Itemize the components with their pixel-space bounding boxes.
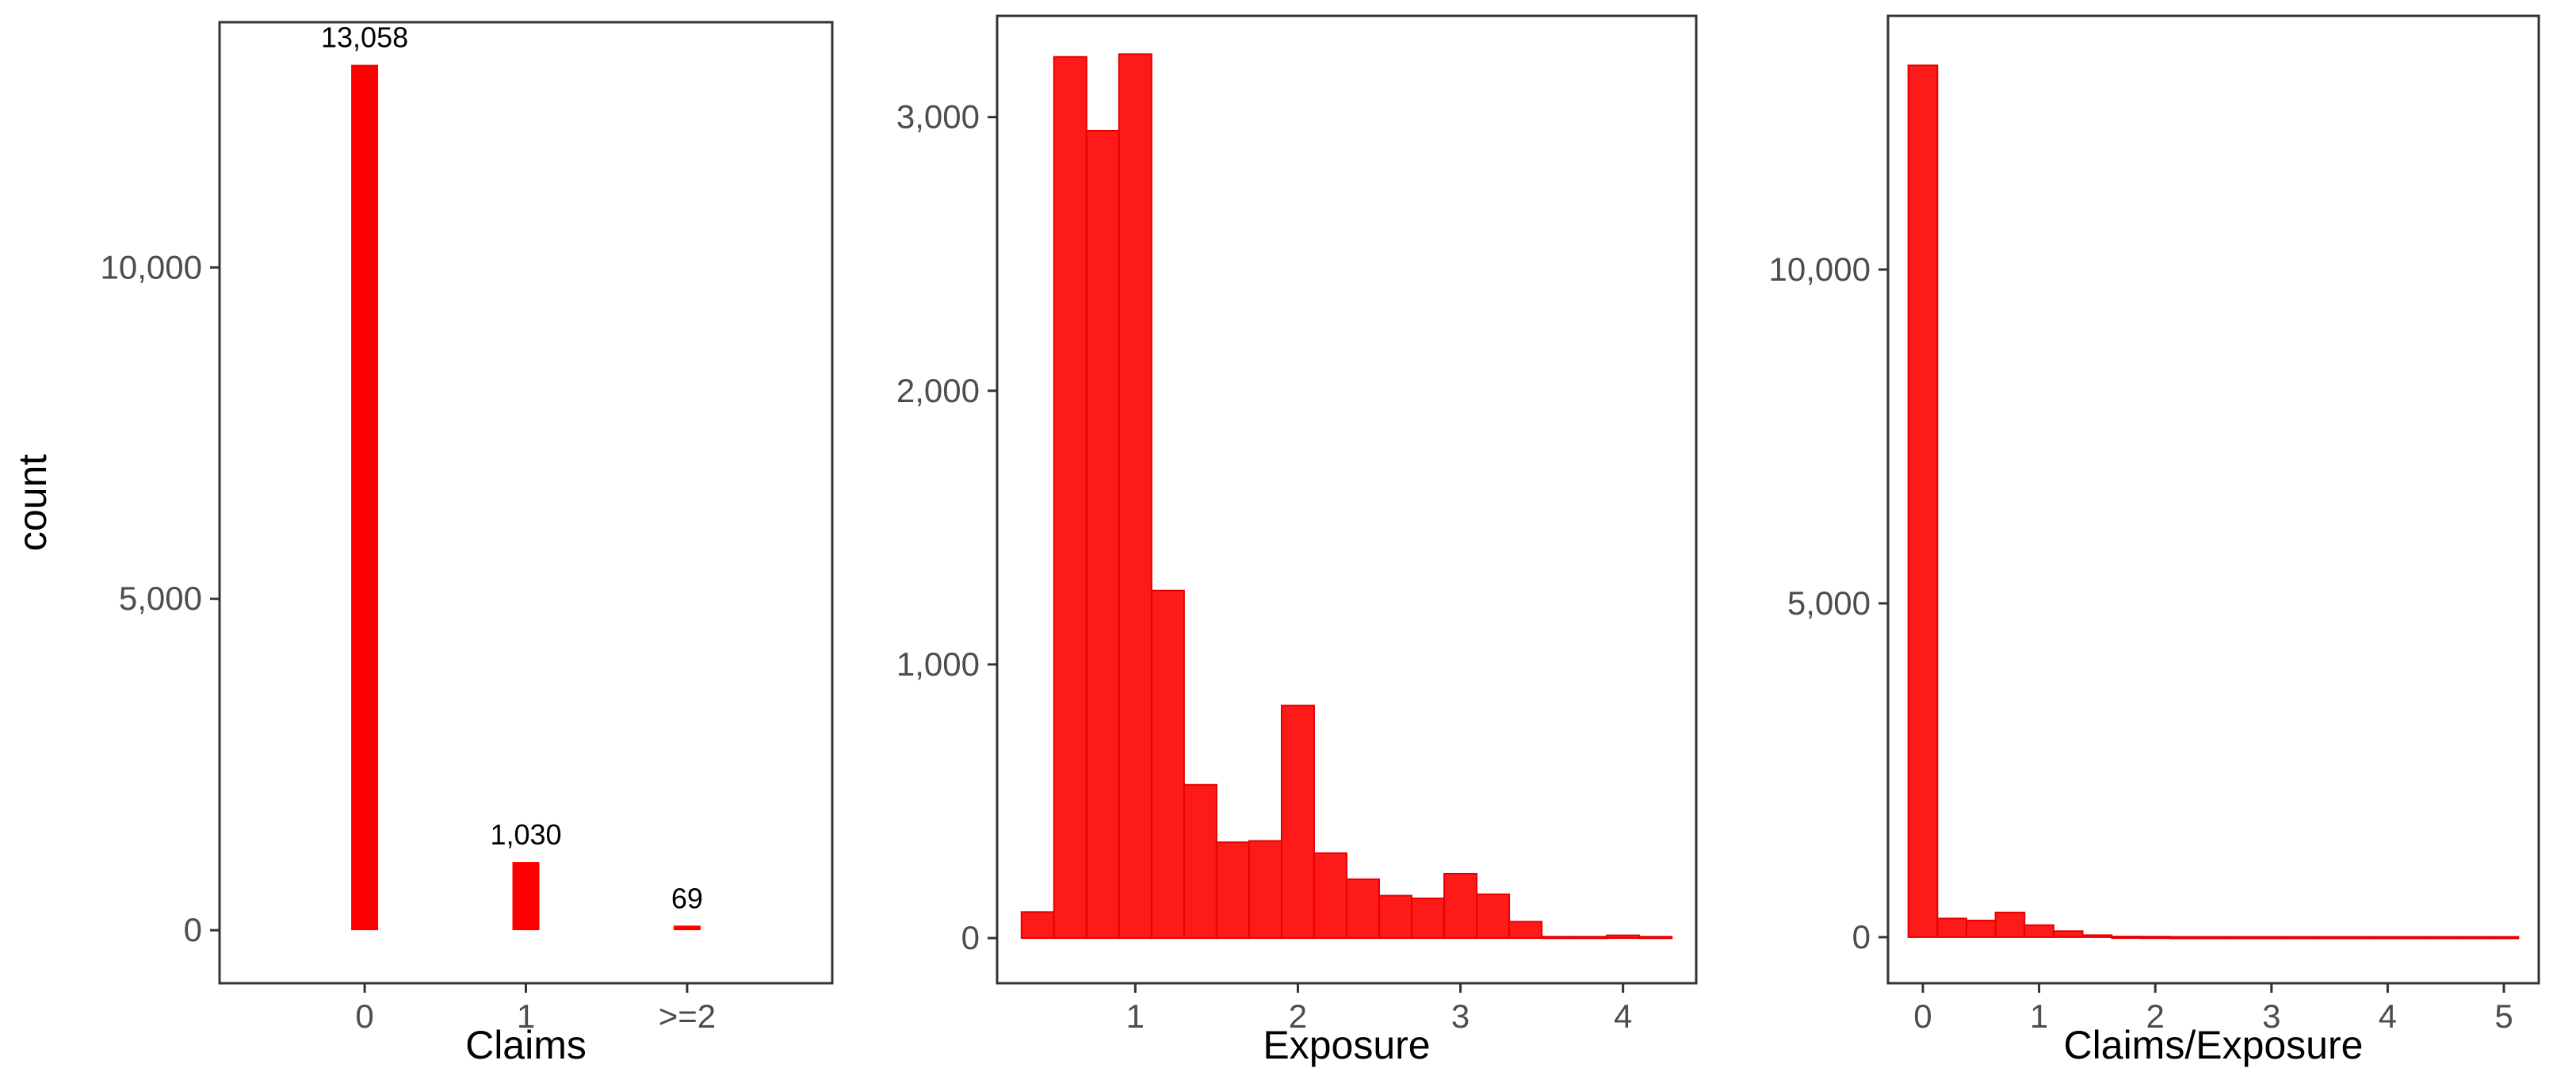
claims-per-exposure-bin	[2081, 934, 2113, 938]
exposure-bin	[1183, 783, 1217, 940]
claims-per-exposure-x-tick-label: 3	[2262, 998, 2280, 1035]
exposure-y-tick-label: 2,000	[896, 372, 980, 409]
exposure-bin	[1313, 852, 1347, 940]
claims-y-tick-label: 0	[184, 911, 202, 948]
claims-per-exposure-bin	[2285, 936, 2316, 940]
claims-bar	[512, 862, 540, 931]
exposure-bin	[1541, 936, 1576, 940]
claims-per-exposure-bin	[2111, 936, 2142, 940]
exposure-bin	[1378, 894, 1413, 940]
claims-per-exposure-x-tick-label: 5	[2494, 998, 2513, 1035]
claims-bars: 13,058 1,030 69	[321, 21, 703, 931]
exposure-bin	[1606, 934, 1641, 940]
claims-per-exposure-x-axis-title: Claims/Exposure	[2064, 1023, 2364, 1067]
exposure-x-tick-label: 2	[1289, 998, 1307, 1035]
exposure-bin	[1085, 129, 1120, 940]
exposure-bin	[1443, 872, 1478, 940]
claims-per-exposure-bins	[1907, 64, 2520, 940]
claims-per-exposure-bin	[2024, 924, 2054, 938]
claims-per-exposure-bin	[2314, 936, 2345, 940]
exposure-histogram-panel: 1 2 3 4 0 1,000 2,000 3,000 Exposure	[896, 14, 1698, 1067]
exposure-bin	[1411, 898, 1446, 940]
exposure-bin	[1476, 893, 1511, 940]
claims-bar-data-label: 1,030	[490, 818, 561, 851]
claims-y-tick-label: 10,000	[101, 248, 202, 285]
exposure-plot-frame	[996, 14, 1698, 985]
claims-per-exposure-bin	[1907, 64, 1939, 938]
exposure-bin	[1280, 704, 1315, 940]
claims-per-exposure-bin	[2052, 930, 2084, 938]
claims-bar-panel: 13,058 1,030 69 0 1 >=2 0 5,000 10,000 Claims c…	[10, 21, 834, 1067]
claims-per-exposure-y-tick-label: 5,000	[1787, 584, 1871, 622]
exposure-y-tick-label: 1,000	[896, 645, 980, 683]
claims-per-exposure-x-tick-label: 2	[2146, 998, 2165, 1035]
claims-per-exposure-bin	[2401, 936, 2433, 940]
claims-per-exposure-bin	[2488, 936, 2520, 940]
exposure-axis-ticks: 1 2 3 4 0 1,000 2,000 3,000	[896, 98, 1632, 1035]
claims-bar-data-label: 13,058	[321, 21, 408, 54]
exposure-bin	[1020, 911, 1055, 940]
claims-bar	[673, 925, 701, 931]
exposure-bin	[1150, 589, 1185, 940]
claims-bar-data-label: 69	[671, 882, 703, 914]
claims-axis-ticks: 0 1 >=2 0 5,000 10,000	[101, 248, 717, 1035]
claims-x-axis-title: Claims	[465, 1023, 587, 1067]
claims-per-exposure-bin	[2459, 936, 2490, 940]
exposure-x-tick-label: 3	[1451, 998, 1470, 1035]
claims-per-exposure-histogram-panel: 0 1 2 3 4 5 0 5,000 10,000 Claims/Exposure	[1769, 14, 2540, 1067]
claims-per-exposure-bin	[2256, 936, 2287, 940]
claims-x-tick-label: 0	[355, 998, 373, 1035]
claims-per-exposure-bin	[2343, 936, 2375, 940]
claims-per-exposure-x-tick-label: 4	[2379, 998, 2397, 1035]
exposure-bin	[1508, 921, 1543, 940]
claims-per-exposure-y-tick-label: 10,000	[1769, 251, 1871, 288]
claims-per-exposure-bin	[2169, 936, 2200, 940]
claims-per-exposure-bin	[2430, 936, 2462, 940]
claims-per-exposure-bin	[2139, 936, 2171, 940]
exposure-x-tick-label: 4	[1614, 998, 1632, 1035]
count-y-axis-title: count	[10, 454, 55, 551]
claims-per-exposure-bin	[1994, 911, 2026, 938]
claims-x-tick-label: 1	[517, 998, 535, 1035]
claims-per-exposure-x-tick-label: 0	[1913, 998, 1932, 1035]
exposure-x-axis-title: Exposure	[1263, 1023, 1430, 1067]
claims-per-exposure-axis-ticks: 0 1 2 3 4 5 0 5,000 10,000	[1769, 251, 2513, 1035]
exposure-bin	[1118, 53, 1152, 940]
claims-per-exposure-bin	[2198, 936, 2229, 940]
exposure-bin	[1053, 56, 1087, 940]
claims-x-tick-label: >=2	[659, 998, 716, 1035]
claims-per-exposure-y-tick-label: 0	[1852, 918, 1871, 955]
exposure-bin	[1638, 936, 1673, 940]
exposure-bin	[1346, 878, 1381, 940]
exposure-bins	[1020, 53, 1673, 940]
claims-per-exposure-x-tick-label: 1	[2030, 998, 2048, 1035]
exposure-x-tick-label: 1	[1126, 998, 1145, 1035]
exposure-bin	[1573, 936, 1608, 940]
claims-per-exposure-plot-frame	[1886, 14, 2540, 985]
claims-per-exposure-bin	[2226, 936, 2258, 940]
exposure-y-tick-label: 3,000	[896, 98, 980, 136]
exposure-y-tick-label: 0	[961, 919, 980, 956]
claims-bar	[351, 64, 379, 931]
claims-per-exposure-bin	[1936, 917, 1967, 938]
exposure-bin	[1248, 840, 1282, 940]
claims-per-exposure-bin	[2372, 936, 2403, 940]
claims-y-tick-label: 5,000	[119, 580, 202, 617]
claims-per-exposure-bin	[1965, 919, 1997, 938]
exposure-bin	[1215, 841, 1250, 940]
